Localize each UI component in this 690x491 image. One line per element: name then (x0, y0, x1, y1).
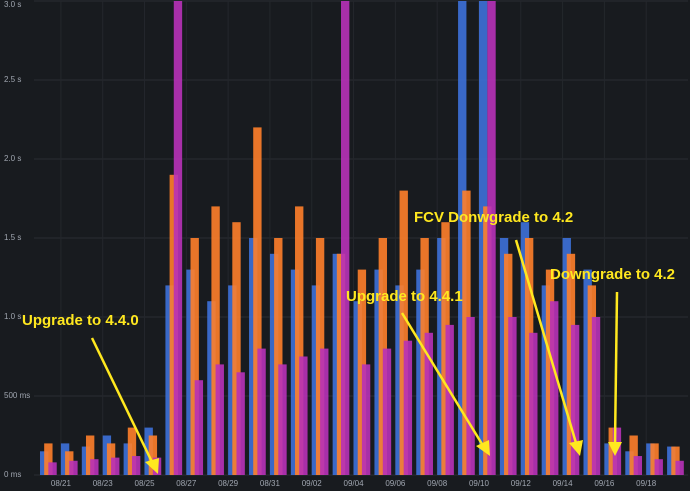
bar (550, 301, 559, 475)
bar (562, 238, 571, 475)
bar (194, 380, 204, 475)
bar (629, 435, 638, 475)
bar (320, 348, 329, 475)
bar (487, 1, 496, 475)
labels: 0 ms 500 ms 1.0 s 1.5 s 2.0 s 2.5 s 3.0 s 08/21… (4, 0, 657, 488)
x-tick-label: 08/27 (176, 479, 197, 488)
arrowhead (145, 458, 159, 474)
bar (127, 427, 137, 475)
bar (437, 238, 446, 475)
bar (295, 206, 304, 475)
x-tick-label: 09/08 (427, 479, 448, 488)
bar (424, 332, 433, 475)
bar (173, 1, 183, 475)
bar (675, 460, 684, 475)
annotation: FCV Donwgrade to 4.2 (414, 209, 573, 226)
bar (211, 206, 220, 475)
y-tick-label: 1.5 s (4, 233, 21, 242)
bar (541, 285, 551, 475)
x-tick-label: 08/21 (51, 479, 72, 488)
bar (462, 190, 471, 475)
bar (587, 285, 597, 475)
annotations: Upgrade to 4.4.0 Upgrade to 4.4.1 FCV Donw… (22, 209, 675, 474)
y-tick-label: 2.5 s (4, 75, 21, 84)
bar (403, 340, 413, 475)
bar (274, 238, 283, 475)
bar (253, 127, 262, 476)
bar (299, 356, 308, 475)
annotation: Upgrade to 4.4.1 (346, 288, 463, 305)
bars (40, 1, 684, 476)
bar (341, 1, 350, 475)
x-tick-label: 09/10 (469, 479, 490, 488)
bar (111, 457, 120, 475)
x-tick-label: 09/12 (511, 479, 532, 488)
y-tick-label: 3.0 s (4, 0, 21, 9)
y-tick-label: 0 ms (4, 470, 21, 479)
bar (566, 253, 576, 475)
bar (529, 332, 538, 475)
y-tick-label: 500 ms (4, 391, 30, 400)
bar (654, 459, 663, 475)
bar (361, 364, 371, 475)
x-tick-label: 09/18 (636, 479, 657, 488)
bar (232, 222, 241, 475)
arrow (613, 291, 619, 444)
x-tick-label: 09/06 (385, 479, 406, 488)
bar (48, 462, 57, 475)
annotation: Downgrade to 4.2 (550, 266, 675, 283)
arrowhead (476, 440, 490, 456)
bar (148, 435, 158, 475)
bar (445, 324, 454, 475)
arrowhead (569, 440, 583, 456)
bar (85, 435, 95, 475)
bar (131, 456, 141, 475)
x-tick-label: 08/23 (93, 479, 114, 488)
bar (44, 443, 53, 475)
x-tick-label: 08/29 (218, 479, 239, 488)
bar (591, 317, 601, 475)
bar (382, 348, 392, 475)
bar (69, 460, 78, 475)
arrow (514, 239, 578, 444)
bar (123, 443, 132, 475)
bar (65, 451, 74, 475)
bar (81, 446, 91, 475)
bar (257, 348, 266, 475)
x-tick-label: 09/16 (594, 479, 615, 488)
annotation: Upgrade to 4.4.0 (22, 312, 139, 329)
bar (90, 459, 99, 475)
bar (646, 443, 655, 475)
bar (190, 238, 199, 475)
arrowhead (608, 442, 622, 456)
y-tick-label: 1.0 s (4, 312, 21, 321)
bar (399, 190, 408, 475)
x-tick-label: 09/02 (302, 479, 323, 488)
bar (570, 324, 580, 475)
bar (395, 285, 404, 475)
arrow (90, 337, 154, 463)
bar (315, 238, 325, 475)
bar (633, 456, 643, 475)
bar (671, 446, 680, 475)
x-tick-label: 09/04 (344, 479, 365, 488)
y-tick-label: 2.0 s (4, 154, 21, 163)
bar (278, 364, 287, 475)
x-tick-label: 09/14 (553, 479, 574, 488)
bar (504, 253, 513, 475)
arrow (400, 312, 484, 445)
bar (466, 317, 475, 475)
x-tick-label: 08/31 (260, 479, 281, 488)
bar (236, 372, 245, 475)
bar (508, 317, 517, 475)
x-tick-label: 08/25 (135, 479, 156, 488)
bar (215, 364, 224, 475)
